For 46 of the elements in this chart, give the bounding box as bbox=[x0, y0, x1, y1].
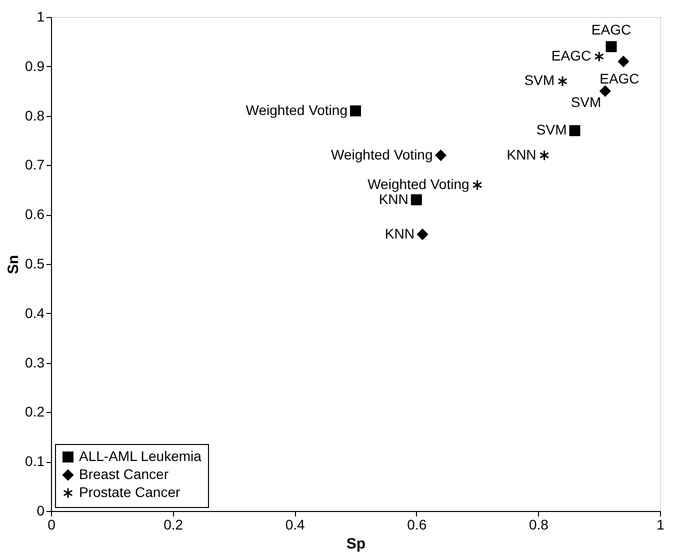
annotation: EAGC bbox=[600, 70, 640, 86]
x-axis-title: Sp bbox=[346, 536, 366, 552]
point bbox=[350, 105, 361, 116]
annotation: EAGC bbox=[591, 22, 632, 38]
y-tick-label: 0.4 bbox=[25, 304, 45, 321]
point bbox=[410, 194, 422, 206]
point bbox=[435, 150, 446, 161]
point bbox=[594, 51, 604, 62]
point bbox=[416, 228, 428, 240]
legend-label: Breast Cancer bbox=[79, 466, 169, 482]
annotation: EAGC bbox=[551, 48, 592, 64]
point bbox=[600, 86, 611, 97]
point bbox=[558, 76, 568, 87]
point bbox=[569, 125, 580, 136]
annotation: SVM bbox=[570, 94, 602, 110]
point bbox=[472, 179, 482, 190]
point bbox=[618, 56, 629, 67]
y-tick-label: 1 bbox=[36, 8, 45, 24]
legend-label: ALL-AML Leukemia bbox=[79, 448, 202, 464]
annotation: SVM bbox=[524, 72, 555, 88]
y-tick-label: 0.3 bbox=[25, 354, 45, 370]
x-tick-label: 0.6 bbox=[407, 516, 427, 532]
x-tick-label: 0.8 bbox=[528, 516, 549, 532]
y-tick-label: 0.5 bbox=[25, 256, 45, 272]
y-axis-title: Sn bbox=[5, 254, 22, 274]
y-tick-label: 0.6 bbox=[25, 206, 45, 222]
y-tick-label: 0.7 bbox=[25, 156, 45, 173]
legend-label: Prostate Cancer bbox=[79, 484, 180, 500]
y-tick-label: 0.8 bbox=[25, 107, 45, 124]
x-tick-label: 0 bbox=[48, 516, 56, 532]
annotation: SVM bbox=[536, 122, 567, 138]
y-tick-label: 0.1 bbox=[25, 453, 45, 470]
annotation: KNN bbox=[506, 146, 536, 162]
y-tick-label: 0.2 bbox=[25, 404, 45, 420]
x-tick-label: 0.4 bbox=[285, 516, 306, 532]
x-tick-label: 0.2 bbox=[164, 516, 184, 532]
annotation: Weighted Voting bbox=[331, 146, 433, 162]
point bbox=[606, 41, 617, 52]
point bbox=[539, 150, 550, 161]
annotation: Weighted Voting bbox=[368, 176, 470, 192]
x-tick-label: 1 bbox=[656, 516, 665, 532]
annotation: KNN bbox=[384, 225, 414, 242]
y-tick-label: 0 bbox=[36, 502, 45, 518]
y-tick-label: 0.9 bbox=[25, 58, 45, 74]
annotation: Weighted Voting bbox=[246, 102, 348, 118]
annotation: KNN bbox=[378, 190, 408, 207]
